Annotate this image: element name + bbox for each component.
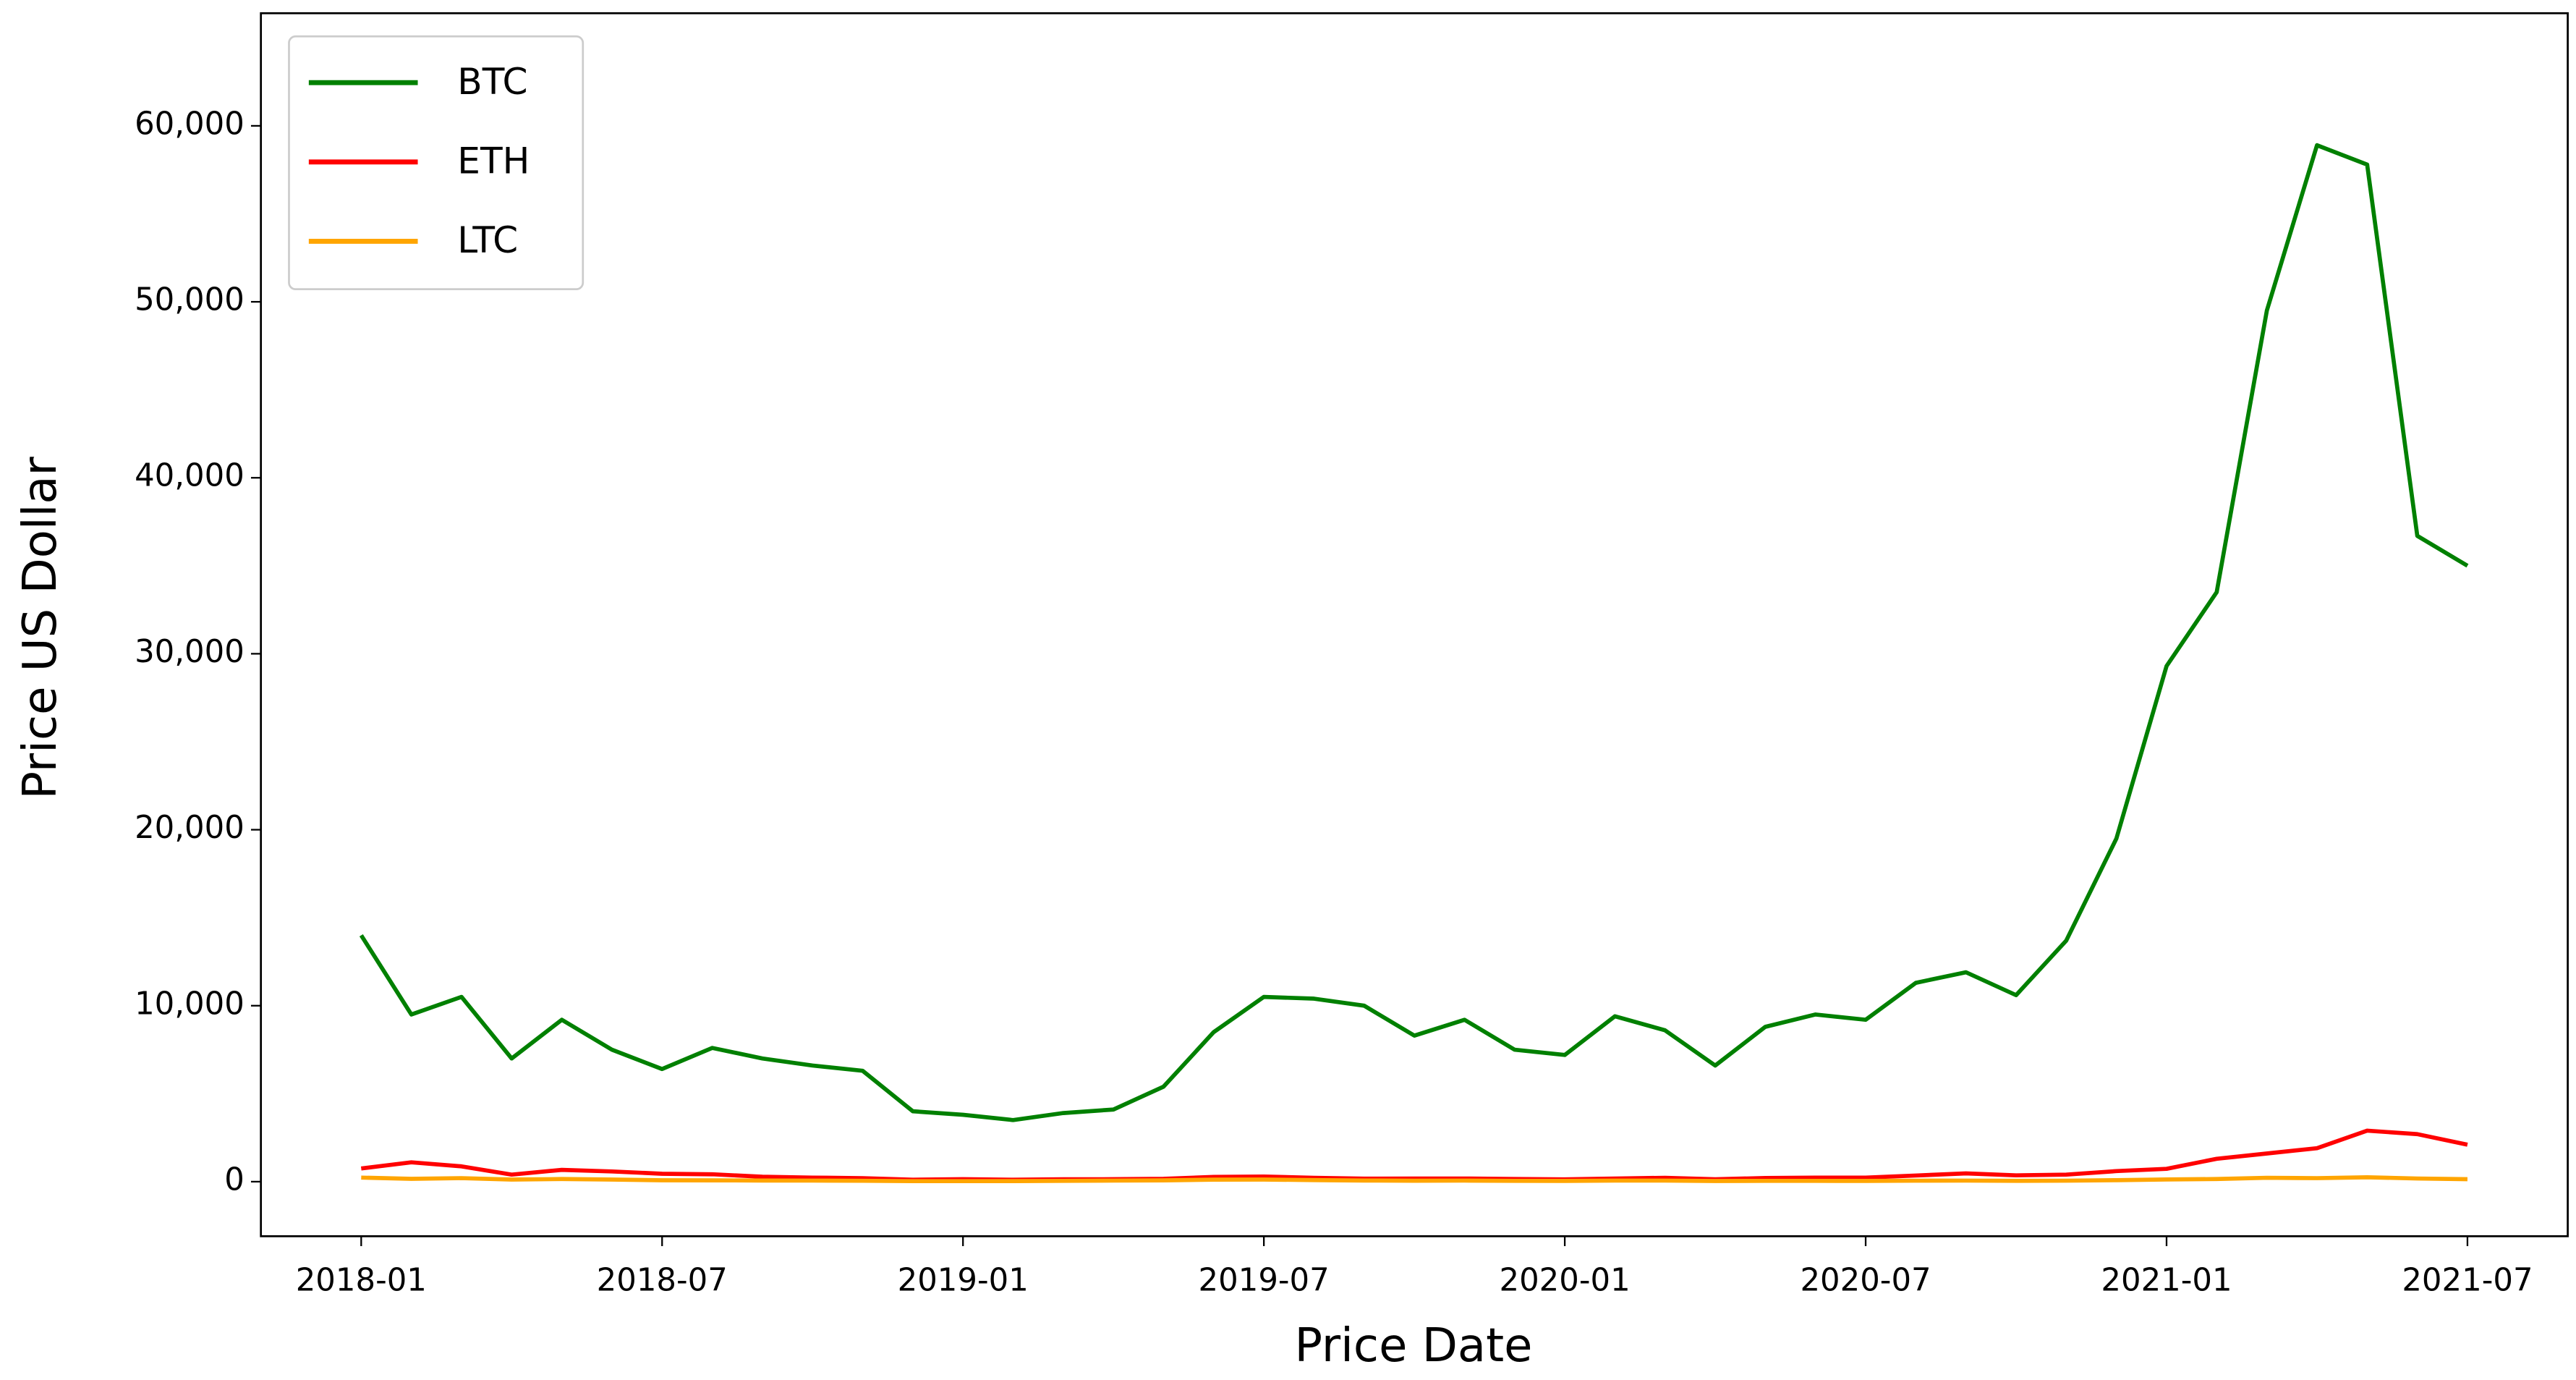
legend-label: ETH xyxy=(457,140,530,182)
legend-box xyxy=(288,35,585,291)
x-axis-label: Price Date xyxy=(1295,1319,1533,1373)
x-tick-label: 2021-07 xyxy=(2402,1263,2533,1299)
y-tick-label: 10,000 xyxy=(135,986,245,1022)
y-tick-label: 0 xyxy=(224,1161,245,1198)
y-tick-label: 20,000 xyxy=(135,810,245,846)
plot-frame xyxy=(260,12,2569,1237)
line-2 xyxy=(361,1174,2467,1184)
y-tick-label: 50,000 xyxy=(135,282,245,318)
x-tick-label: 2018-07 xyxy=(597,1263,728,1299)
x-tick-label: 2020-01 xyxy=(1500,1263,1631,1299)
legend-label: BTC xyxy=(457,60,527,103)
x-tick-label: 2019-01 xyxy=(898,1263,1029,1299)
y-tick-label: 40,000 xyxy=(135,458,245,494)
y-axis-label: Price US Dollar xyxy=(14,456,67,799)
line-0 xyxy=(359,143,2469,1122)
y-tick-label: 30,000 xyxy=(135,634,245,670)
line-1 xyxy=(360,1128,2468,1182)
y-tick-label: 60,000 xyxy=(135,106,245,142)
x-tick-label: 2020-07 xyxy=(1800,1263,1931,1299)
x-tick-label: 2019-07 xyxy=(1199,1263,1330,1299)
x-tick-label: 2021-01 xyxy=(2101,1263,2232,1299)
x-tick-label: 2018-01 xyxy=(296,1263,427,1299)
legend-label: LTC xyxy=(457,219,518,261)
